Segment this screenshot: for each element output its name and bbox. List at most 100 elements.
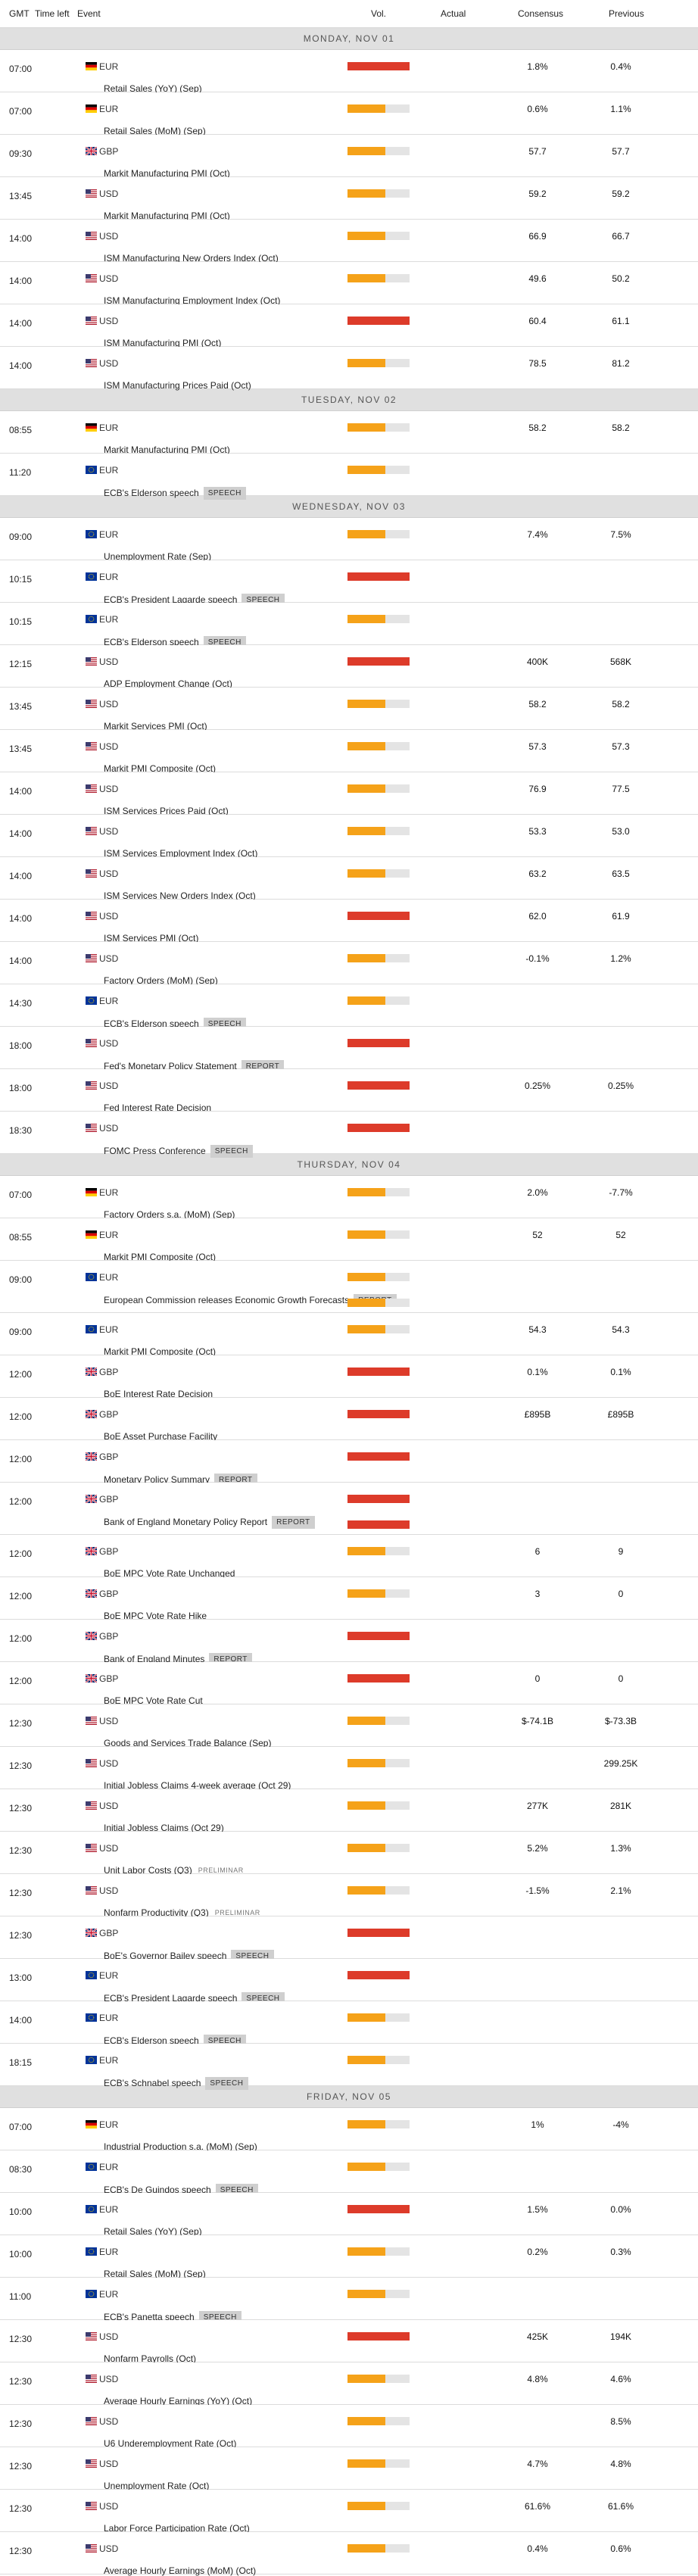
- event-name[interactable]: Unit Labor Costs (Q3) PRELIMINAR: [104, 1865, 244, 1876]
- event-name-text[interactable]: Fed Interest Rate Decision: [104, 1102, 212, 1113]
- event-name-text[interactable]: BoE MPC Vote Rate Hike: [104, 1611, 207, 1621]
- event-row[interactable]: 18:15 EUR ECB's Schnabel speech SPEECH: [0, 2044, 698, 2090]
- event-name[interactable]: BoE MPC Vote Rate Unchanged: [104, 1568, 235, 1579]
- event-row[interactable]: 07:00 EUR Retail Sales (MoM) (Sep) 0.6% 1.1%: [0, 92, 698, 136]
- event-name-text[interactable]: Initial Jobless Claims (Oct 29): [104, 1823, 224, 1833]
- event-name-text[interactable]: Bank of England Minutes: [104, 1654, 205, 1664]
- event-row[interactable]: 14:30 EUR ECB's Elderson speech SPEECH: [0, 984, 698, 1031]
- event-row[interactable]: 12:30 USD Nonfarm Productivity (Q3) PRELIMI…: [0, 1874, 698, 1918]
- event-name-text[interactable]: ISM Manufacturing Prices Paid (Oct): [104, 380, 251, 391]
- event-name[interactable]: Unemployment Rate (Oct): [104, 2481, 209, 2491]
- event-row[interactable]: 14:00 USD ISM Manufacturing Employment Ind…: [0, 262, 698, 306]
- event-name[interactable]: Average Hourly Earnings (YoY) (Oct): [104, 2396, 252, 2406]
- event-row[interactable]: 09:00 EUR Markit PMI Composite (Oct) 54.3 54…: [0, 1313, 698, 1357]
- event-name-text[interactable]: Markit Manufacturing PMI (Oct): [104, 444, 230, 455]
- event-name-text[interactable]: Unemployment Rate (Oct): [104, 2481, 210, 2491]
- event-row[interactable]: 10:00 EUR Retail Sales (MoM) (Sep) 0.2% 0.3%: [0, 2235, 698, 2279]
- event-name-text[interactable]: Retail Sales (MoM) (Sep): [104, 126, 206, 136]
- event-row[interactable]: 09:00 EUR European Commission releases Eco…: [0, 1261, 698, 1313]
- event-row[interactable]: 10:00 EUR Retail Sales (YoY) (Sep) 1.5% 0.0%: [0, 2193, 698, 2237]
- event-name-text[interactable]: ISM Services Prices Paid (Oct): [104, 806, 229, 816]
- event-name-text[interactable]: ECB's President Lagarde speech: [104, 594, 238, 605]
- event-row[interactable]: 12:00 GBP BoE MPC Vote Rate Unchanged 6 9: [0, 1535, 698, 1579]
- event-row[interactable]: 08:55 EUR Markit PMI Composite (Oct) 52 52: [0, 1218, 698, 1262]
- event-row[interactable]: 12:15 USD ADP Employment Change (Oct) 400K 5…: [0, 645, 698, 689]
- event-row[interactable]: 12:30 USD Unemployment Rate (Oct) 4.7% 4.8%: [0, 2447, 698, 2491]
- event-row[interactable]: 12:30 USD Average Hourly Earnings (MoM) (O…: [0, 2532, 698, 2576]
- event-name-text[interactable]: Markit Services PMI (Oct): [104, 721, 207, 731]
- event-name-text[interactable]: Fed's Monetary Policy Statement: [104, 1061, 237, 1071]
- event-row[interactable]: 14:00 USD ISM Services New Orders Index (O…: [0, 857, 698, 901]
- event-name-text[interactable]: U6 Underemployment Rate (Oct): [104, 2438, 237, 2449]
- event-name-text[interactable]: BoE Asset Purchase Facility: [104, 1431, 218, 1442]
- event-row[interactable]: 14:00 USD ISM Manufacturing Prices Paid (O…: [0, 347, 698, 391]
- event-name[interactable]: Average Hourly Earnings (MoM) (Oct): [104, 2565, 256, 2576]
- event-name-text[interactable]: Nonfarm Productivity (Q3): [104, 1907, 209, 1918]
- header-event[interactable]: Event: [77, 8, 101, 19]
- event-name[interactable]: Unemployment Rate (Sep): [104, 551, 211, 562]
- event-row[interactable]: 14:00 USD ISM Manufacturing PMI (Oct) 60.4 6…: [0, 304, 698, 348]
- event-name-text[interactable]: Industrial Production s.a. (MoM) (Sep): [104, 2141, 257, 2152]
- event-row[interactable]: 13:45 USD Markit Manufacturing PMI (Oct) 59…: [0, 177, 698, 221]
- event-name-text[interactable]: Bank of England Monetary Policy Report: [104, 1517, 268, 1527]
- event-name-text[interactable]: ECB's Elderson speech: [104, 2035, 199, 2046]
- event-name[interactable]: ADP Employment Change (Oct): [104, 678, 232, 689]
- event-name-text[interactable]: Initial Jobless Claims 4-week average (O…: [104, 1780, 291, 1791]
- event-row[interactable]: 12:30 USD Goods and Services Trade Balance…: [0, 1704, 698, 1748]
- event-name-text[interactable]: ECB's Panetta speech: [104, 2312, 195, 2322]
- event-name[interactable]: Factory Orders s.a. (MoM) (Sep): [104, 1209, 235, 1220]
- event-name[interactable]: Retail Sales (MoM) (Sep): [104, 2269, 206, 2279]
- event-row[interactable]: 18:30 USD FOMC Press Conference SPEECH: [0, 1112, 698, 1158]
- event-row[interactable]: 11:00 EUR ECB's Panetta speech SPEECH: [0, 2278, 698, 2324]
- event-row[interactable]: 18:00 USD Fed Interest Rate Decision 0.25% 0…: [0, 1069, 698, 1113]
- event-name[interactable]: BoE Interest Rate Decision: [104, 1389, 213, 1399]
- event-name[interactable]: Bank of England Monetary Policy Report RE…: [104, 1516, 315, 1529]
- event-name[interactable]: Factory Orders (MoM) (Sep): [104, 975, 218, 986]
- event-name-text[interactable]: BoE MPC Vote Rate Unchanged: [104, 1568, 235, 1579]
- event-name[interactable]: Retail Sales (YoY) (Sep): [104, 2226, 202, 2237]
- event-name-text[interactable]: FOMC Press Conference: [104, 1146, 206, 1156]
- event-name[interactable]: Nonfarm Payrolls (Oct): [104, 2353, 196, 2364]
- event-row[interactable]: 14:00 USD ISM Services Employment Index (O…: [0, 815, 698, 859]
- event-name-text[interactable]: Unemployment Rate (Sep): [104, 551, 212, 562]
- event-name[interactable]: BoE Asset Purchase Facility: [104, 1431, 217, 1442]
- event-name-text[interactable]: ISM Services Employment Index (Oct): [104, 848, 258, 859]
- event-row[interactable]: 09:30 GBP Markit Manufacturing PMI (Oct) 57…: [0, 135, 698, 179]
- event-row[interactable]: 09:00 EUR Unemployment Rate (Sep) 7.4% 7.5%: [0, 518, 698, 562]
- event-name[interactable]: BoE MPC Vote Rate Cut: [104, 1695, 203, 1706]
- event-row[interactable]: 08:30 EUR ECB's De Guindos speech SPEECH: [0, 2150, 698, 2197]
- event-name-text[interactable]: Markit Manufacturing PMI (Oct): [104, 168, 230, 179]
- event-row[interactable]: 12:30 USD Average Hourly Earnings (YoY) (O…: [0, 2362, 698, 2406]
- event-name[interactable]: Industrial Production s.a. (MoM) (Sep): [104, 2141, 257, 2152]
- event-name-text[interactable]: BoE MPC Vote Rate Cut: [104, 1695, 203, 1706]
- event-name[interactable]: ISM Manufacturing Prices Paid (Oct): [104, 380, 251, 391]
- event-row[interactable]: 12:00 GBP BoE MPC Vote Rate Cut 0 0: [0, 1662, 698, 1706]
- event-row[interactable]: 10:15 EUR ECB's President Lagarde speech SP…: [0, 560, 698, 607]
- event-row[interactable]: 12:00 GBP BoE Asset Purchase Facility £895B…: [0, 1398, 698, 1442]
- event-name[interactable]: Initial Jobless Claims 4-week average (O…: [104, 1780, 291, 1791]
- event-name-text[interactable]: Factory Orders (MoM) (Sep): [104, 975, 218, 986]
- event-name-text[interactable]: ECB's President Lagarde speech: [104, 1993, 238, 2004]
- event-name-text[interactable]: Labor Force Participation Rate (Oct): [104, 2523, 250, 2534]
- event-row[interactable]: 12:00 GBP BoE Interest Rate Decision 0.1% 0.…: [0, 1355, 698, 1399]
- event-name[interactable]: Goods and Services Trade Balance (Sep): [104, 1738, 271, 1748]
- event-row[interactable]: 08:55 EUR Markit Manufacturing PMI (Oct) 58…: [0, 411, 698, 455]
- event-row[interactable]: 12:30 USD Initial Jobless Claims (Oct 29) 2…: [0, 1789, 698, 1833]
- event-row[interactable]: 12:30 GBP BoE's Governor Bailey speech SPEE…: [0, 1916, 698, 1963]
- event-name[interactable]: ISM Services PMI (Oct): [104, 933, 198, 943]
- event-name[interactable]: Retail Sales (MoM) (Sep): [104, 126, 206, 136]
- event-name-text[interactable]: Retail Sales (MoM) (Sep): [104, 2269, 206, 2279]
- event-name-text[interactable]: ECB's Elderson speech: [104, 637, 199, 647]
- event-name-text[interactable]: ECB's De Guindos speech: [104, 2185, 211, 2195]
- event-name-text[interactable]: ISM Manufacturing New Orders Index (Oct): [104, 253, 279, 264]
- event-row[interactable]: 12:00 GBP Monetary Policy Summary REPORT: [0, 1440, 698, 1486]
- event-name[interactable]: Markit Manufacturing PMI (Oct): [104, 444, 230, 455]
- event-name-text[interactable]: ISM Services PMI (Oct): [104, 933, 199, 943]
- event-row[interactable]: 14:00 USD ISM Services PMI (Oct) 62.0 61.9: [0, 900, 698, 943]
- event-name-text[interactable]: Factory Orders s.a. (MoM) (Sep): [104, 1209, 235, 1220]
- event-name-text[interactable]: ADP Employment Change (Oct): [104, 678, 232, 689]
- event-row[interactable]: 07:00 EUR Factory Orders s.a. (MoM) (Sep) 2…: [0, 1176, 698, 1220]
- event-row[interactable]: 12:30 USD Initial Jobless Claims 4-week av…: [0, 1747, 698, 1791]
- event-name-text[interactable]: Monetary Policy Summary: [104, 1474, 210, 1485]
- event-name[interactable]: ISM Services New Orders Index (Oct): [104, 890, 256, 901]
